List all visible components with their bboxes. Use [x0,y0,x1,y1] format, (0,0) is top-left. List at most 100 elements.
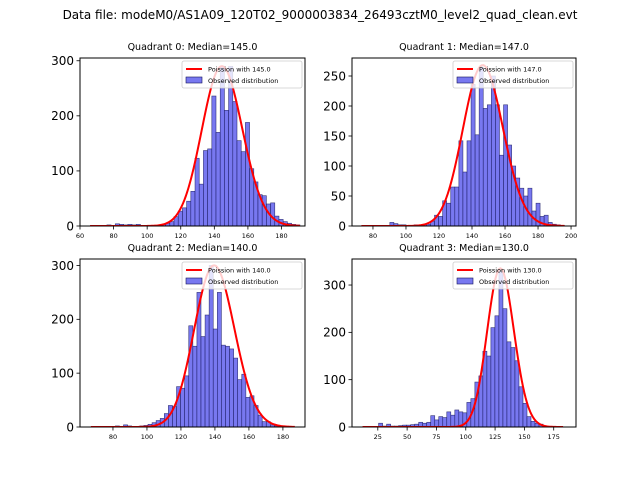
histogram-bar [192,345,198,427]
x-tick-label: 150 [518,433,530,441]
poisson-curve [90,65,300,226]
histogram-bar [474,134,480,226]
y-tick-label: 200 [323,326,346,340]
x-tick-label: 200 [565,232,577,240]
histogram-bar [232,101,238,226]
histogram-bar [224,110,229,226]
histogram-bar [450,414,456,427]
y-tick-label: 0 [338,219,346,233]
histogram-bar [194,157,200,226]
histogram-bar [478,66,484,226]
histogram-bar [198,183,204,226]
x-tick-label: 175 [548,433,560,441]
histogram-bar [530,421,536,427]
histogram-bar [486,104,492,226]
legend-entry-observed: Observed distribution [208,77,278,85]
histogram-bar [470,84,476,226]
histogram-bar [270,202,276,226]
axes-frame [351,57,577,227]
histogram-bar [261,421,267,427]
histogram-bar [450,186,456,226]
y-tick-label: 200 [51,313,74,327]
histogram-bar [499,154,504,226]
histogram-bar [228,65,234,226]
histogram-bar [207,148,213,226]
histogram-bar [182,207,187,226]
legend-entry-poisson: Poission with 145.0 [208,65,271,73]
legend: Poission with 140.0 Observed distribution [181,261,303,290]
histogram-bar [502,308,508,427]
histogram-bar [221,344,226,427]
y-tick-label: 100 [51,366,74,380]
x-tick-label: 120 [433,232,445,240]
subplot-quadrant-1: 0 50 100 150 200 250 80 100 120 140 160 180 200 Quadr… [323,42,577,240]
histogram-bar [180,387,185,427]
subplot-title: Quadrant 1: Median=147.0 [399,42,529,53]
x-tick-label: 140 [209,433,221,441]
legend-bar-swatch [185,277,203,285]
histogram-bar [462,171,468,226]
legend-entry-poisson: Poission with 147.0 [479,65,542,73]
histogram-bar [200,336,206,427]
x-tick-label: 160 [243,433,255,441]
subplot-quadrant-0: 0 100 200 300 60 80 100 120 140 160 180 Quadrant 0:… [51,42,306,240]
poisson-curve [362,267,564,427]
y-tick-label: 100 [323,373,346,387]
histogram-bar [510,347,516,427]
histogram-bar [229,348,234,427]
histogram-bar [438,216,443,226]
x-tick-label: 80 [369,232,377,240]
subplot-quadrant-2: 0 100 200 300 80 100 120 140 160 180 Quadrant 2: M… [51,243,306,441]
histogram-bar [219,65,225,226]
histogram-bar [438,416,444,427]
subplot-title: Quadrant 2: Median=140.0 [128,243,258,254]
legend-box [452,60,574,89]
legend-box [181,60,303,89]
subplot-quadrant-3: 0 100 200 300 25 50 75 100 125 150 175 Quadrant 3: … [323,243,577,441]
legend: Poission with 130.0 Observed distribution [452,261,574,290]
x-tick-label: 160 [499,232,511,240]
histogram-bar [237,379,243,427]
legend-box [181,261,303,290]
histogram-bar [203,150,208,226]
y-tick-label: 200 [51,109,74,123]
histogram-bars [106,65,301,226]
y-tick-label: 50 [331,189,346,203]
histogram-bar [186,200,192,226]
x-tick-label: 180 [275,232,287,240]
histogram-bars [115,265,283,427]
y-tick-label: 200 [323,99,346,113]
histogram-bar [236,140,242,226]
histogram-bar [482,108,488,226]
axes-frame [79,258,306,428]
histogram-bar [466,140,472,226]
x-tick-label: 180 [277,433,289,441]
histogram-bar [522,403,528,427]
x-tick-label: 100 [400,232,412,240]
y-tick-label: 100 [51,164,74,178]
histogram-bar [245,397,251,427]
histogram-bar [446,411,452,427]
y-tick-label: 150 [323,129,346,143]
legend-bar-swatch [185,76,203,84]
legend: Poission with 145.0 Observed distribution [181,60,303,89]
histogram-bar [240,151,246,226]
y-tick-label: 300 [51,259,74,273]
histogram-bar [454,409,460,427]
histogram-bar [208,265,214,427]
histogram-bars [389,66,565,226]
figure-suptitle: Data file: modeM0/AS1A09_120T02_90000038… [62,8,578,22]
histogram-bar [503,104,508,226]
histogram-bar [490,327,496,427]
histogram-bar [486,355,492,427]
histogram-bar [211,95,217,226]
legend-entry-observed: Observed distribution [208,278,278,286]
x-tick-label: 25 [374,433,382,441]
histogram-bar [495,104,500,226]
y-tick-label: 300 [51,54,74,68]
histogram-bar [526,416,532,427]
histogram-bar [241,373,247,427]
x-tick-label: 75 [432,433,440,441]
histogram-bar [257,414,263,427]
legend-entry-poisson: Poission with 140.0 [208,266,271,274]
